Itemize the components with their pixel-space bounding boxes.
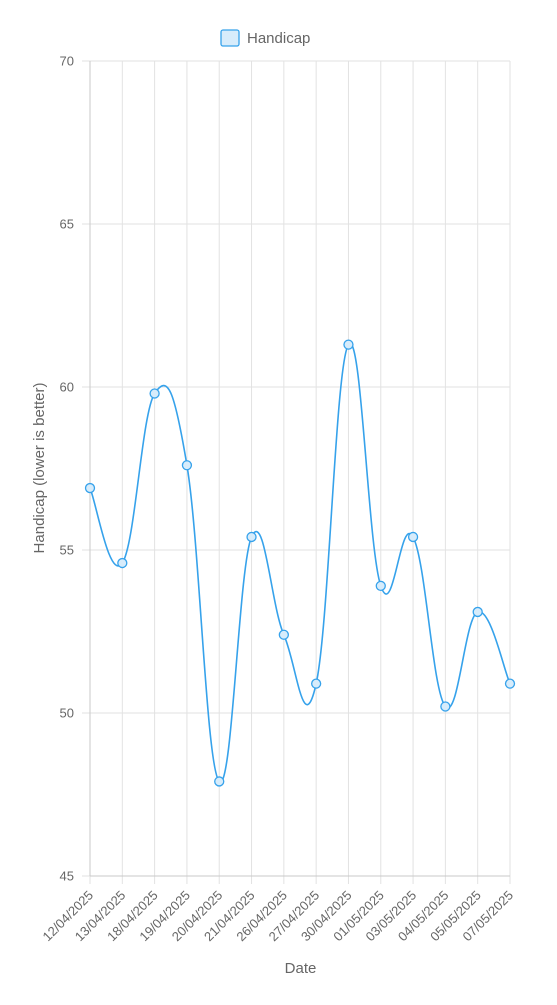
data-point[interactable] [117,557,128,569]
data-point[interactable] [311,678,322,689]
data-point[interactable] [472,606,483,618]
series [84,339,516,787]
legend[interactable]: Handicap [220,29,310,47]
data-point[interactable] [407,531,419,543]
x-tick-labels: 12/04/202513/04/202518/04/202519/04/2025… [39,888,516,945]
data-point[interactable] [278,629,289,640]
y-tick-label: 50 [60,706,74,721]
data-point[interactable] [149,388,160,399]
y-tick-label: 55 [60,543,74,558]
data-point[interactable] [246,531,257,543]
y-tick-labels: 45 50 55 60 65 70 [60,54,74,884]
legend-swatch[interactable] [220,29,240,47]
axes [89,61,510,877]
data-point[interactable] [504,678,516,689]
x-axis-title: Date [285,960,317,977]
data-point[interactable] [84,482,96,494]
data-point[interactable] [214,776,225,787]
y-tick-label: 60 [60,380,74,395]
y-axis-title: Handicap (lower is better) [31,383,48,554]
grid [82,60,511,884]
data-point[interactable] [343,339,354,350]
data-point[interactable] [440,701,451,712]
y-tick-label: 70 [60,54,74,69]
y-tick-label: 45 [60,869,74,884]
series-line-handicap [89,342,511,783]
legend-label[interactable]: Handicap [247,30,310,47]
data-point[interactable] [181,460,193,471]
y-tick-label: 65 [60,217,74,232]
data-point[interactable] [375,580,386,592]
